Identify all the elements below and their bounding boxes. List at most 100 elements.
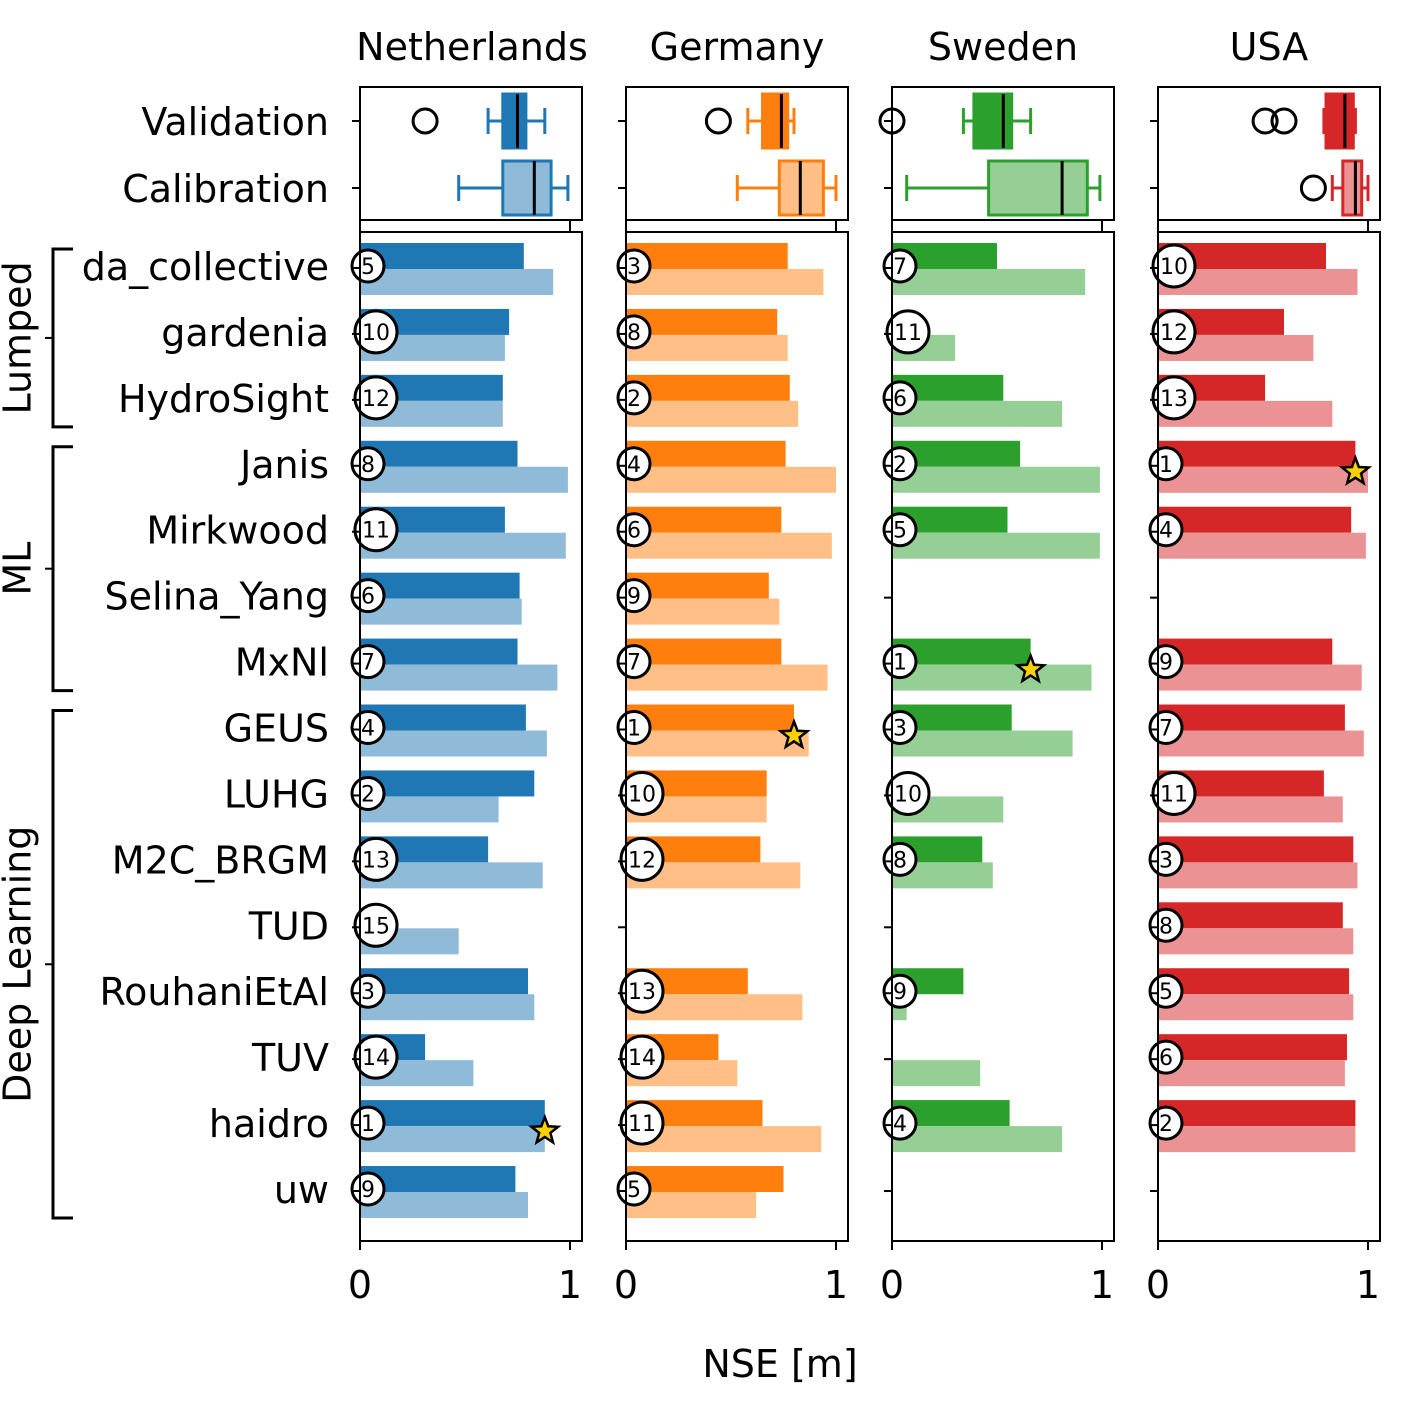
calibration-bar [626,598,780,625]
validation-bar [626,506,782,533]
rank-badge [1151,770,1197,816]
rank-label: 6 [361,585,375,610]
calibration-bar [360,466,568,493]
validation-bar [1158,836,1354,863]
model-label-MxNl: MxNl [235,641,329,685]
rank-label: 5 [627,1178,641,1203]
rank-badge [1151,243,1197,289]
rank-label: 12 [362,387,390,412]
validation-bar [626,440,786,467]
rank-label: 7 [1159,717,1173,742]
bar-panel-sweden [891,231,1115,1242]
calibration-bar [360,664,558,691]
rank-label: 6 [627,519,641,544]
country-title-germany: Germany [650,25,825,69]
rank-label: 4 [893,1112,907,1137]
box-outlier [1299,174,1327,202]
bar-panel-netherlands [359,231,583,1242]
rank-label: 3 [893,717,907,742]
rank-badge [353,309,399,355]
calibration-bar [1158,730,1364,757]
rank-label: 5 [893,519,907,544]
group-bracket [51,709,73,1220]
box-outlier [1270,107,1298,135]
rank-label: 5 [361,255,375,280]
model-label-M2C_BRGM: M2C_BRGM [112,838,329,882]
validation-bar [360,243,524,269]
summary-label-validation: Validation [141,100,329,144]
calibration-bar [1158,1126,1356,1153]
rank-label: 2 [1159,1112,1173,1137]
validation-bar [626,374,790,401]
model-label-TUD: TUD [248,904,329,948]
calibration-bar [626,664,828,691]
calibration-bar [1158,862,1358,889]
box-iqr [972,92,1014,150]
rank-label: 8 [361,453,375,478]
model-label-gardenia: gardenia [161,311,329,355]
country-title-usa: USA [1230,25,1309,69]
rank-badge [1151,375,1197,421]
summary-panel-germany [625,86,849,221]
bar-panel-usa [1157,231,1381,1242]
validation-bar [360,770,535,797]
validation-bar [1158,638,1333,665]
calibration-bar [360,1126,545,1153]
calibration-bar [626,334,788,361]
rank-label: 10 [894,782,922,807]
x-tick-label-germany: 1 [824,1263,848,1307]
calibration-bar [892,269,1086,295]
x-tick-label-sweden: 0 [880,1263,904,1307]
model-label-Mirkwood: Mirkwood [146,509,329,553]
group-bracket [51,445,73,693]
calibration-bar [1158,928,1354,955]
validation-bar [360,440,518,467]
model-label-RouhaniEtAl: RouhaniEtAl [99,970,329,1014]
best-model-star [777,717,811,750]
calibration-bar [626,466,836,493]
validation-bar [1158,902,1343,929]
rank-badge [353,1034,399,1080]
calibration-bar [360,1192,528,1219]
rank-label: 8 [627,321,641,346]
summary-panel-netherlands [359,86,583,221]
rank-label: 4 [361,717,375,742]
rank-badge [1151,309,1197,355]
calibration-bar [892,532,1100,559]
rank-label: 12 [628,848,656,873]
rank-label: 2 [627,387,641,412]
box-iqr [1324,92,1355,150]
rank-label: 11 [894,321,922,346]
rank-badge [619,1100,665,1146]
validation-bar [360,638,518,665]
rank-label: 9 [1159,651,1173,676]
rank-label: 11 [628,1112,656,1137]
group-label: Deep Learning [0,826,40,1103]
model-label-LUHG: LUHG [224,772,329,816]
rank-label: 3 [627,255,641,280]
rank-label: 4 [1159,519,1173,544]
rank-badge [619,968,665,1014]
model-label-TUV: TUV [251,1036,329,1080]
rank-badge [353,507,399,553]
rank-badge [619,836,665,882]
calibration-bar [892,1126,1063,1153]
model-label-da_collective: da_collective [82,245,329,289]
calibration-bar [626,400,799,427]
rank-badge [353,902,399,948]
validation-bar [1158,704,1345,731]
box-outlier [704,107,732,135]
rank-label: 15 [362,914,390,939]
model-label-haidro: haidro [209,1102,329,1146]
best-model-star [1338,454,1373,486]
rank-label: 9 [893,980,907,1005]
summary-panel-sweden [891,86,1115,221]
calibration-bar [1158,532,1366,559]
box-iqr [501,159,553,217]
calibration-bar [1158,994,1354,1021]
validation-bar [626,1166,784,1193]
rank-label: 2 [361,782,375,807]
group-label: ML [0,542,40,596]
rank-badge [619,770,665,816]
calibration-bar [892,730,1073,757]
